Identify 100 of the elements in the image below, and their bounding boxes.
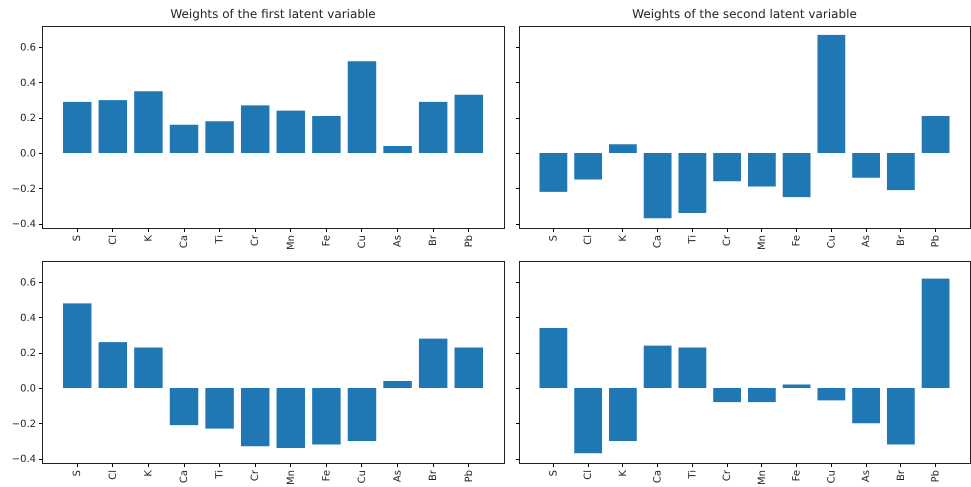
bar	[748, 388, 776, 402]
bar	[886, 388, 915, 444]
y-tick-label: −0.4	[12, 219, 36, 230]
x-tick-label: Br	[428, 234, 440, 246]
x-tick-label: Pb	[464, 235, 475, 248]
bar	[922, 278, 950, 388]
bar	[608, 144, 637, 154]
x-tick-label: Mn	[286, 235, 297, 250]
x-tick-label: Ca	[179, 470, 190, 484]
bar	[312, 116, 341, 154]
x-tick-label: S	[72, 470, 84, 476]
bar	[644, 346, 672, 388]
y-tick-label: 0.2	[20, 348, 36, 360]
x-tick-label: Cr	[722, 469, 734, 482]
y-tick-label: 0.6	[20, 278, 36, 289]
x-tick-label: K	[618, 234, 629, 242]
x-tick-label: Cl	[108, 235, 119, 245]
x-tick-label: K	[143, 470, 154, 477]
bar	[454, 347, 483, 388]
x-tick-label: As	[392, 470, 404, 482]
bar	[608, 388, 637, 441]
y-tick-label: −0.2	[12, 418, 36, 430]
x-tick-label: As	[861, 235, 872, 248]
x-tick-label: Cu	[356, 235, 368, 248]
bar	[383, 146, 412, 154]
x-tick-label: K	[618, 470, 629, 477]
bar	[454, 94, 483, 154]
x-tick-label: S	[72, 235, 84, 242]
bar	[240, 105, 270, 154]
bar	[276, 110, 306, 154]
bar	[418, 338, 448, 388]
x-tick-label: K	[143, 234, 154, 242]
x-tick-label: Mn	[756, 470, 768, 485]
y-tick-label: 0.2	[20, 113, 36, 124]
x-tick-label: Cr	[722, 234, 734, 246]
bar	[713, 153, 742, 182]
x-tick-label: Cr	[250, 469, 262, 482]
bar	[240, 388, 270, 446]
y-tick-label: 0.4	[20, 312, 36, 324]
x-tick-label: Br	[896, 234, 907, 246]
bar	[98, 342, 128, 388]
bar	[205, 388, 234, 429]
bar	[276, 388, 306, 448]
x-tick-label: Ca	[652, 470, 664, 484]
x-tick-label: Ti	[214, 235, 226, 245]
bar	[678, 153, 706, 214]
x-tick-label: Pb	[930, 235, 942, 248]
x-tick-label: Cl	[583, 470, 594, 480]
bar	[63, 102, 92, 154]
x-tick-label: Cu	[826, 235, 838, 248]
bar	[748, 153, 776, 187]
y-tick-label: 0.0	[20, 384, 36, 395]
bar	[922, 116, 950, 154]
x-tick-label: Pb	[930, 470, 942, 482]
bar	[383, 380, 412, 388]
bar	[63, 303, 92, 388]
bar	[348, 61, 376, 154]
x-tick-label: Ti	[214, 470, 226, 480]
x-tick-label: Cr	[250, 234, 262, 246]
bar	[644, 153, 672, 218]
bar	[312, 388, 341, 444]
x-tick-label: Br	[428, 469, 440, 481]
bar	[574, 388, 602, 454]
y-tick-label: −0.2	[12, 184, 36, 195]
bar	[782, 384, 811, 388]
bar	[852, 388, 880, 424]
bar	[713, 388, 742, 402]
chart-title: Weights of the first latent variable	[170, 7, 376, 21]
bar	[348, 388, 376, 441]
bar	[205, 121, 234, 154]
x-tick-label: Br	[896, 469, 907, 481]
bar	[418, 102, 448, 154]
bar	[817, 388, 846, 400]
x-tick-label: Ca	[652, 235, 664, 248]
y-tick-label: 0.6	[20, 42, 36, 54]
bar	[134, 347, 163, 388]
x-tick-label: Mn	[286, 470, 297, 485]
y-tick-label: 0.0	[20, 148, 36, 160]
x-tick-label: Cu	[356, 470, 368, 484]
x-tick-label: Ti	[687, 235, 698, 245]
bar	[170, 124, 198, 154]
bar	[170, 388, 198, 426]
bar	[540, 153, 568, 192]
x-tick-label: Mn	[756, 235, 768, 250]
bar	[678, 347, 706, 388]
x-tick-label: S	[548, 235, 560, 242]
y-tick-label: 0.4	[20, 78, 36, 89]
bar	[782, 153, 811, 198]
x-tick-label: S	[548, 470, 560, 476]
y-tick-label: −0.4	[12, 454, 36, 466]
x-tick-label: Cl	[583, 235, 594, 245]
x-tick-label: Ti	[687, 470, 698, 480]
x-tick-label: Fe	[321, 235, 332, 246]
x-tick-label: Fe	[792, 235, 803, 246]
chart-title: Weights of the second latent variable	[632, 7, 857, 21]
bar	[852, 153, 880, 178]
bar	[540, 328, 568, 388]
bar	[574, 153, 602, 180]
x-tick-label: As	[861, 470, 872, 482]
x-tick-label: Fe	[792, 470, 803, 482]
